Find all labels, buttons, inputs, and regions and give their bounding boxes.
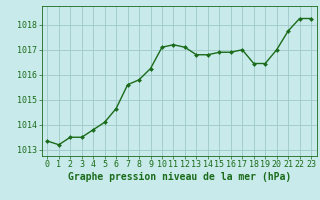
X-axis label: Graphe pression niveau de la mer (hPa): Graphe pression niveau de la mer (hPa)	[68, 172, 291, 182]
